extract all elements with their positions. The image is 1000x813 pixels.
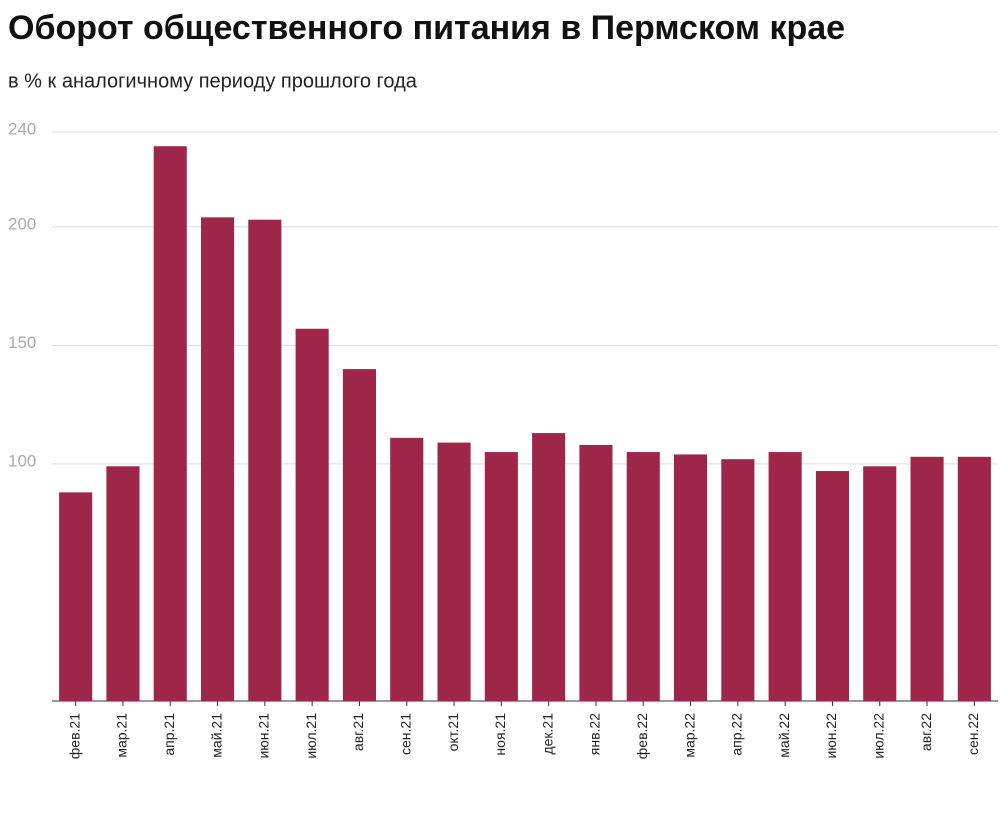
chart-title: Оборот общественного питания в Пермском … [8,9,845,47]
bar [437,442,471,701]
x-tick-label: май.21 [208,713,224,758]
x-tick-label: июл.22 [870,713,886,759]
y-tick-label: 240 [8,119,36,138]
bar [153,146,187,702]
x-tick-label: сен.22 [965,713,981,755]
bar [626,452,660,701]
bar [532,433,566,701]
x-tick-label: июн.21 [256,713,272,759]
bar [59,492,93,701]
x-tick-label: мар.21 [114,713,130,758]
bar [768,452,802,701]
bar [200,217,235,701]
x-tick-label: дек.21 [539,713,555,755]
bar [673,454,708,701]
bar [957,456,991,701]
bar [863,466,897,701]
x-tick-label: фев.21 [66,713,82,759]
x-tick-label: июл.21 [303,713,319,759]
bar [484,452,518,701]
bar [248,219,282,702]
x-tick-label: ноя.21 [492,713,508,756]
x-tick-label: янв.22 [587,713,603,755]
x-tick-label: апр.21 [161,713,177,756]
x-tick-label: мар.22 [681,713,697,758]
x-tick-label: авг.21 [350,713,366,751]
x-tick-label: фев.22 [634,713,650,759]
y-tick-label: 200 [8,214,36,233]
bar [910,456,944,701]
chart-subtitle: в % к аналогичному периоду прошлого года [8,70,418,92]
bar [106,466,140,701]
bar [295,328,329,701]
x-tick-label: май.22 [776,713,792,758]
y-tick-label: 150 [8,333,36,352]
x-tick-label: июн.22 [823,713,839,759]
x-tick-label: авг.22 [918,713,934,751]
bar [342,369,377,701]
x-tick-label: сен.21 [397,713,413,755]
bar [579,444,613,701]
x-tick-label: окт.21 [445,713,461,752]
y-tick-label: 100 [8,451,36,470]
bar [721,459,755,701]
bar [815,471,850,701]
bar [390,437,424,701]
x-tick-label: апр.22 [729,713,745,756]
